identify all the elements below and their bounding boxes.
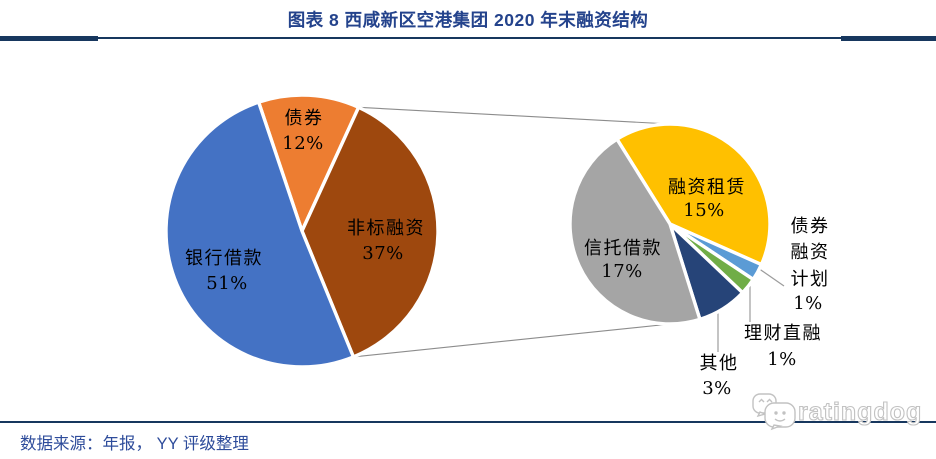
pie1-slice-1 xyxy=(256,93,361,233)
value-trust-loans: 17% xyxy=(601,261,643,282)
label-bond-financing-plan-line2: 融资 xyxy=(790,242,830,263)
value-finance-lease: 15% xyxy=(683,200,725,221)
value-nonstandard-financing: 37% xyxy=(362,243,404,264)
pie1-slice-3 xyxy=(164,100,356,369)
header-rule-left-cap xyxy=(0,36,98,41)
label-others: 其他 xyxy=(699,353,739,374)
leader-line-3 xyxy=(757,267,785,287)
value-wealth-direct-financing: 1% xyxy=(767,349,797,370)
value-bond-financing-plan: 1% xyxy=(793,293,823,314)
series-connector-bottom xyxy=(353,323,671,358)
footer-rule xyxy=(0,421,936,424)
wechat-icon xyxy=(752,393,796,431)
label-bank-loans: 银行借款 xyxy=(185,248,263,269)
series-connector-top xyxy=(358,106,671,125)
value-bonds: 12% xyxy=(282,133,324,154)
label-trust-loans: 信托借款 xyxy=(584,238,662,259)
header-rule-right-cap xyxy=(841,36,936,41)
label-bonds: 债券 xyxy=(284,108,324,129)
label-wealth-direct-financing: 理财直融 xyxy=(744,323,822,344)
pie2-slice-1 xyxy=(615,122,772,267)
watermark-text: ratingdog xyxy=(797,397,923,426)
header-rule xyxy=(0,37,936,40)
value-bank-loans: 51% xyxy=(206,273,248,294)
label-finance-lease: 融资租赁 xyxy=(668,177,746,198)
label-nonstandard-financing: 非标融资 xyxy=(347,218,425,239)
value-others: 3% xyxy=(702,378,732,399)
chart-title: 图表 8 西咸新区空港集团 2020 年末融资结构 xyxy=(287,10,649,30)
data-source-note: 数据来源：年报， YY 评级整理 xyxy=(20,435,249,453)
label-bond-financing-plan-line1: 债券 xyxy=(790,216,830,237)
pie1-slice-2 xyxy=(300,105,440,359)
label-bond-financing-plan-line3: 计划 xyxy=(790,269,830,290)
watermark: ratingdog xyxy=(750,391,922,433)
pie2-slice-5 xyxy=(568,137,702,326)
